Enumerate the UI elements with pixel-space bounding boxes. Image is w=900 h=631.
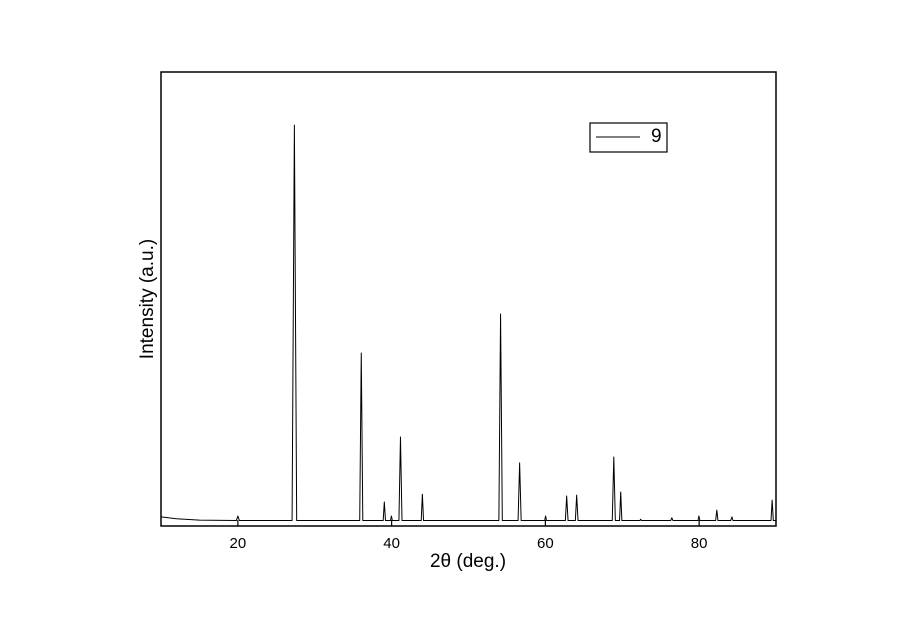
x-tick-label: 20 xyxy=(230,535,247,552)
x-axis-label: 2θ (deg.) xyxy=(430,551,506,572)
y-axis-label: Intensity (a.u.) xyxy=(137,239,158,359)
legend-label: 9 xyxy=(651,126,662,147)
spectrum-line xyxy=(160,124,776,522)
x-tick-label: 80 xyxy=(691,535,708,552)
x-tick-label: 40 xyxy=(383,535,400,552)
x-tick-label: 60 xyxy=(537,535,554,552)
plot-frame xyxy=(160,71,777,527)
